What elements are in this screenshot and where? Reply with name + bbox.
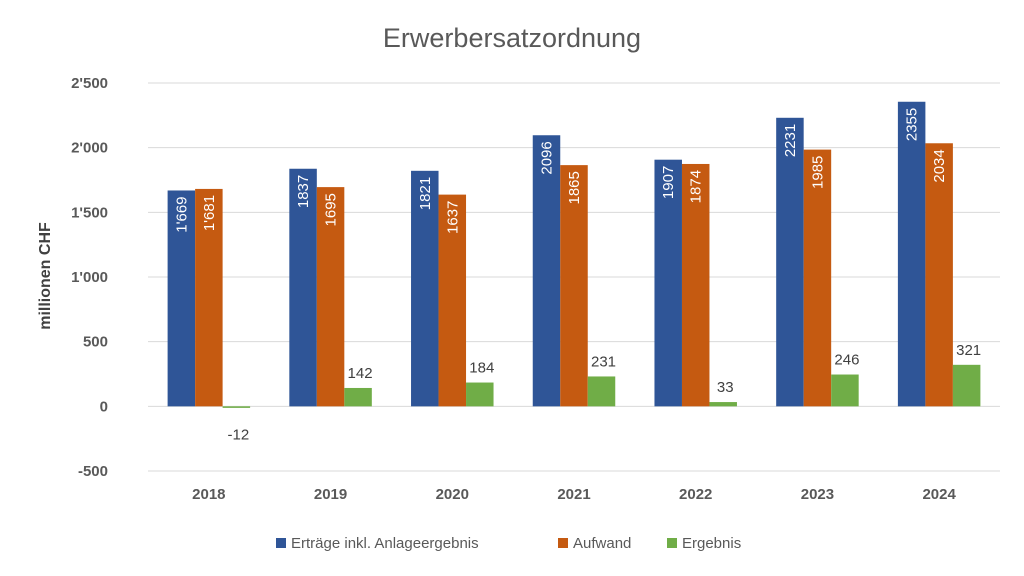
y-tick-label: 2'500 (71, 75, 108, 92)
bar-aufwand-2024 (925, 143, 953, 407)
bar-ertr-ge-inkl-anlageergebnis-2022 (654, 159, 682, 407)
bar-aufwand-2020 (438, 194, 467, 407)
bar-aufwand-2022 (681, 163, 710, 407)
y-tick-label: 1'500 (71, 204, 108, 221)
bar-ertr-ge-inkl-anlageergebnis-2018 (167, 190, 196, 407)
x-tick-label: 2020 (436, 486, 469, 503)
data-label: 321 (956, 342, 981, 359)
bar-ertr-ge-inkl-anlageergebnis-2024 (897, 101, 926, 407)
bar-aufwand-2018 (195, 188, 223, 407)
legend-label: Erträge inkl. Anlageergebnis (291, 535, 479, 552)
bar-ergebnis-2021 (587, 376, 616, 407)
legend-label: Aufwand (573, 535, 631, 552)
bar-ergebnis-2022 (709, 402, 737, 407)
x-axis-ticks: 2018 2019 2020 2021 2022 2023 2024 (192, 486, 956, 503)
bar-ergebnis-2024 (952, 364, 981, 407)
x-tick-label: 2019 (314, 486, 347, 503)
bars (167, 101, 981, 408)
legend-swatch (558, 538, 568, 548)
data-label: 1874 (688, 170, 705, 203)
chart-title: Erwerbersatzordnung (383, 23, 641, 53)
data-label: 2231 (782, 124, 799, 157)
data-label: 1985 (809, 156, 826, 189)
bar-ertr-ge-inkl-anlageergebnis-2023 (776, 117, 804, 407)
bar-ergebnis-2019 (344, 387, 372, 407)
x-tick-label: 2021 (557, 486, 590, 503)
bar-ergebnis-2020 (466, 382, 494, 407)
data-labels: 1'669 1'681 -12 1837 1695 142 1821 1637 184 2096 1… (173, 108, 981, 444)
legend: Erträge inkl. Anlageergebnis Aufwand Ergeb… (276, 535, 741, 552)
legend-item-ergebnis: Ergebnis (667, 535, 741, 552)
bar-ergebnis-2023 (831, 374, 859, 407)
data-label: 33 (717, 379, 734, 396)
data-label: 1'681 (201, 195, 218, 231)
data-label: 142 (348, 365, 373, 382)
y-tick-label: 1'000 (71, 269, 108, 286)
data-label: -12 (228, 426, 250, 443)
data-label: 231 (591, 353, 616, 370)
x-tick-label: 2023 (801, 486, 834, 503)
legend-item-ertr-ge-inkl-anlageergebnis: Erträge inkl. Anlageergebnis (276, 535, 479, 552)
data-label: 1695 (323, 193, 340, 226)
legend-item-aufwand: Aufwand (558, 535, 631, 552)
y-axis-label: millionen CHF (37, 222, 54, 330)
y-tick-label: 0 (100, 398, 108, 415)
x-tick-label: 2018 (192, 486, 225, 503)
x-tick-label: 2024 (922, 486, 956, 503)
y-tick-label: 2'000 (71, 140, 108, 157)
data-label: 246 (834, 352, 859, 369)
data-label: 1837 (295, 175, 312, 208)
legend-label: Ergebnis (682, 535, 741, 552)
bar-ertr-ge-inkl-anlageergebnis-2019 (289, 168, 317, 407)
legend-swatch (667, 538, 677, 548)
data-label: 2034 (931, 149, 948, 182)
data-label: 1'669 (173, 196, 190, 232)
data-label: 1821 (417, 177, 434, 210)
data-label: 1907 (660, 166, 677, 199)
x-tick-label: 2022 (679, 486, 712, 503)
data-label: 184 (469, 360, 494, 377)
bar-ergebnis-2018 (222, 406, 251, 408)
y-tick-label: 500 (83, 334, 108, 351)
bar-aufwand-2023 (803, 149, 832, 407)
bar-ertr-ge-inkl-anlageergebnis-2021 (532, 135, 561, 407)
bar-aufwand-2021 (560, 165, 588, 407)
y-axis-ticks: -500 0 500 1'000 1'500 2'000 2'500 (71, 75, 108, 480)
legend-swatch (276, 538, 286, 548)
data-label: 1865 (566, 171, 583, 204)
data-label: 1637 (444, 201, 461, 234)
data-label: 2355 (904, 108, 921, 141)
bar-ertr-ge-inkl-anlageergebnis-2020 (411, 170, 439, 407)
y-tick-label: -500 (78, 463, 108, 480)
bar-aufwand-2019 (316, 187, 345, 407)
data-label: 2096 (539, 141, 556, 174)
